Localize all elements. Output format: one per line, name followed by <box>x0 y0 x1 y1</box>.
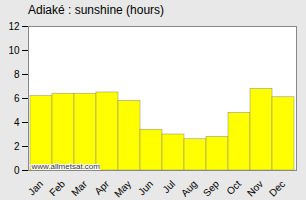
svg-text:6: 6 <box>14 93 20 104</box>
svg-text:Feb: Feb <box>47 178 67 198</box>
svg-text:8: 8 <box>14 69 20 80</box>
svg-text:Dec: Dec <box>267 178 287 198</box>
svg-text:Mar: Mar <box>69 178 89 198</box>
svg-text:Aug: Aug <box>179 178 199 198</box>
svg-text:www.allmetsat.com: www.allmetsat.com <box>31 162 101 171</box>
svg-text:Jul: Jul <box>160 178 177 195</box>
svg-text:Nov: Nov <box>245 178 265 198</box>
svg-text:0: 0 <box>14 165 20 176</box>
html-text:Adiaké : sunshine (hours): Adiaké : sunshine (hours) <box>28 3 165 17</box>
svg-text:4: 4 <box>14 117 20 128</box>
svg-text:May: May <box>112 178 133 199</box>
svg-text:Sep: Sep <box>201 178 222 199</box>
svg-text:12: 12 <box>8 21 20 32</box>
svg-text:Jan: Jan <box>26 178 45 197</box>
svg-text:Oct: Oct <box>224 178 243 197</box>
svg-text:2: 2 <box>14 141 20 152</box>
svg-text:Apr: Apr <box>92 178 111 197</box>
svg-text:Jun: Jun <box>136 178 155 197</box>
svg-text:10: 10 <box>8 45 20 56</box>
